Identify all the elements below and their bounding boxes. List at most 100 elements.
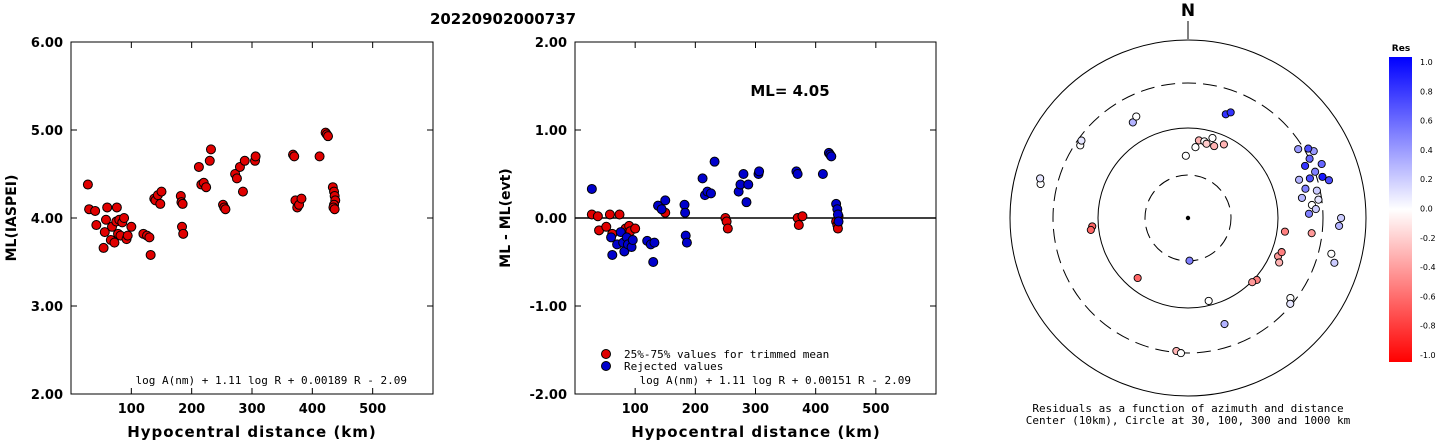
- y-tick-label: 4.00: [31, 212, 63, 227]
- data-point: [111, 202, 122, 213]
- data-point-rejected: [705, 188, 716, 199]
- polar-point: [1219, 140, 1228, 149]
- colorbar-gradient: [1389, 57, 1412, 362]
- polar-point: [1176, 349, 1185, 358]
- data-point: [314, 151, 325, 162]
- legend-label-blue: Rejected values: [624, 360, 723, 373]
- x-tick-label: 200: [682, 402, 709, 417]
- data-point: [98, 242, 109, 253]
- polar-point: [1324, 176, 1334, 185]
- polar-point: [1314, 195, 1323, 204]
- data-point-rejected: [743, 179, 754, 190]
- polar-point: [1277, 248, 1286, 257]
- polar-point: [1311, 167, 1320, 176]
- data-point-rejected: [697, 173, 708, 184]
- x-tick-label: 200: [178, 402, 205, 417]
- north-label: N: [1181, 1, 1195, 21]
- polar-point: [1305, 174, 1314, 183]
- polar-point: [1311, 205, 1320, 214]
- colorbar-title: Res: [1392, 44, 1410, 54]
- polar-point: [1128, 118, 1137, 127]
- data-point-rejected: [680, 207, 691, 218]
- residual-colorbar: Res 1.0 0.8 0.6 0.4 0.2 0.0 -0.2 -0.4 -0.6 -0.8 -1…: [1389, 44, 1436, 362]
- data-point: [231, 173, 242, 184]
- x-tick-label: 500: [862, 402, 889, 417]
- data-point-trimmed: [601, 221, 612, 232]
- data-point-rejected: [709, 156, 720, 167]
- data-point: [82, 179, 93, 190]
- colorbar-tick-label: 0.6: [1420, 117, 1433, 126]
- data-point: [239, 155, 250, 166]
- data-point: [156, 186, 167, 197]
- y-tick-label: -2.00: [530, 388, 567, 403]
- colorbar-tick-label: 0.2: [1420, 175, 1433, 184]
- plot1-x-ticks: 100 200 300 400 500: [118, 42, 386, 417]
- polar-point: [1312, 186, 1321, 195]
- plot2-y-ticks: -2.00 -1.00 0.00 1.00 2.00: [530, 36, 936, 403]
- legend-label-red: 25%-75% values for trimmed mean: [624, 348, 829, 361]
- plot2-y-axis-label: ML - ML(evt): [498, 168, 514, 267]
- colorbar-ticks: 1.0 0.8 0.6 0.4 0.2 0.0 -0.2 -0.4 -0.6 -0.8 -1.0: [1420, 58, 1436, 360]
- y-tick-label: 0.00: [535, 212, 567, 227]
- data-point-rejected: [817, 169, 828, 179]
- polar-points: [1036, 108, 1346, 358]
- colorbar-tick-label: -0.2: [1420, 234, 1436, 243]
- data-point: [237, 186, 248, 197]
- polar-point: [1301, 184, 1310, 193]
- y-tick-label: 5.00: [31, 124, 63, 139]
- x-tick-label: 300: [742, 402, 769, 417]
- y-tick-label: -1.00: [530, 300, 567, 315]
- plot1-points: [82, 127, 341, 260]
- data-point: [250, 151, 261, 162]
- plot1-x-axis-label: Hypocentral distance (km): [127, 423, 377, 441]
- plot2-x-ticks: 100 200 300 400 500: [622, 42, 889, 417]
- polar-point: [1204, 296, 1213, 305]
- plot2-formula: log A(nm) + 1.11 log R + 0.00151 R - 2.0…: [639, 374, 911, 387]
- data-point-rejected: [586, 183, 597, 194]
- data-point-trimmed: [793, 220, 804, 231]
- data-point-rejected: [754, 166, 765, 177]
- ring-100km: [1097, 127, 1279, 309]
- legend-marker-red: [601, 349, 611, 359]
- data-point: [329, 204, 340, 215]
- data-point: [99, 227, 110, 238]
- data-point-trimmed: [722, 223, 733, 234]
- colorbar-tick-label: 0.4: [1420, 146, 1433, 155]
- data-point: [109, 237, 120, 248]
- x-tick-label: 100: [118, 402, 145, 417]
- polar-point: [1318, 172, 1327, 181]
- data-point: [90, 205, 101, 216]
- data-point: [323, 131, 334, 142]
- polar-point: [1208, 133, 1217, 143]
- polar-point: [1286, 299, 1295, 308]
- colorbar-tick-label: 0.8: [1420, 87, 1433, 96]
- data-point: [155, 198, 166, 209]
- data-point-trimmed: [630, 223, 641, 234]
- polar-point: [1191, 143, 1200, 152]
- epicenter-dot: [1185, 215, 1191, 221]
- polar-point: [1295, 175, 1304, 184]
- y-tick-label: 1.00: [535, 124, 567, 139]
- colorbar-tick-label: -0.4: [1420, 263, 1436, 272]
- plot1-y-ticks: 2.00 3.00 4.00 5.00 6.00: [31, 36, 433, 403]
- x-tick-label: 100: [622, 402, 649, 417]
- colorbar-tick-label: -0.6: [1420, 292, 1436, 301]
- y-tick-label: 3.00: [31, 300, 63, 315]
- polar-point: [1305, 154, 1314, 163]
- plot1-y-axis-label: ML(IASPEI): [4, 175, 20, 262]
- data-point: [201, 182, 212, 193]
- colorbar-tick-label: 1.0: [1420, 58, 1433, 67]
- data-point: [102, 202, 113, 213]
- residual-distance-plot: -2.00 -1.00 0.00 1.00 2.00 100 200 300 400 500 M…: [498, 36, 937, 441]
- polar-point: [1335, 221, 1344, 230]
- polar-point: [1086, 225, 1095, 234]
- polar-point: [1185, 256, 1194, 265]
- data-point: [145, 249, 156, 260]
- azimuth-residual-plot: N Residuals as a function of azimuth and…: [1009, 1, 1367, 427]
- data-point: [289, 151, 300, 162]
- x-tick-label: 300: [238, 402, 265, 417]
- data-point: [100, 214, 111, 225]
- data-point: [178, 228, 189, 239]
- data-point: [91, 220, 102, 231]
- x-tick-label: 500: [359, 402, 386, 417]
